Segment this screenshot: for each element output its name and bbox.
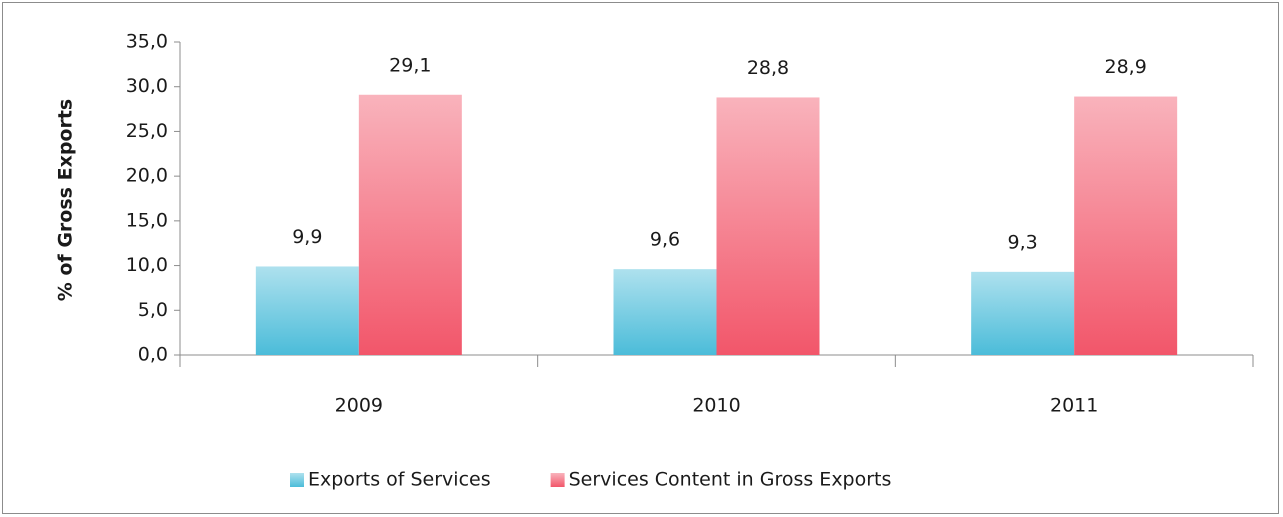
bar xyxy=(1074,96,1178,356)
legend-swatch xyxy=(550,473,565,487)
y-tick-label: 30,0 xyxy=(126,75,168,97)
data-label: 9,6 xyxy=(650,229,680,251)
bar xyxy=(716,97,820,356)
y-tick-label: 25,0 xyxy=(126,120,168,142)
bar xyxy=(971,271,1075,355)
y-tick-label: 0,0 xyxy=(138,344,168,366)
y-tick-label: 15,0 xyxy=(126,209,168,231)
legend-label: Exports of Services xyxy=(308,469,491,491)
y-tick-label: 5,0 xyxy=(138,299,168,321)
y-tick-label: 20,0 xyxy=(126,165,168,187)
legend-label: Services Content in Gross Exports xyxy=(569,469,892,491)
data-label: 28,8 xyxy=(747,57,789,79)
data-label: 9,9 xyxy=(292,226,322,248)
y-tick-label: 10,0 xyxy=(126,254,168,276)
bar xyxy=(255,266,359,355)
legend-swatch xyxy=(290,473,304,487)
data-label: 9,3 xyxy=(1008,231,1038,253)
y-axis-label: % of Gross Exports xyxy=(55,99,77,302)
data-label: 29,1 xyxy=(389,54,431,76)
x-tick-label: 2011 xyxy=(1050,395,1098,417)
bar xyxy=(613,269,717,355)
data-label: 28,9 xyxy=(1105,56,1147,78)
bar xyxy=(358,94,462,356)
x-tick-label: 2009 xyxy=(335,395,383,417)
x-tick-label: 2010 xyxy=(692,395,740,417)
y-tick-label: 35,0 xyxy=(126,31,168,53)
